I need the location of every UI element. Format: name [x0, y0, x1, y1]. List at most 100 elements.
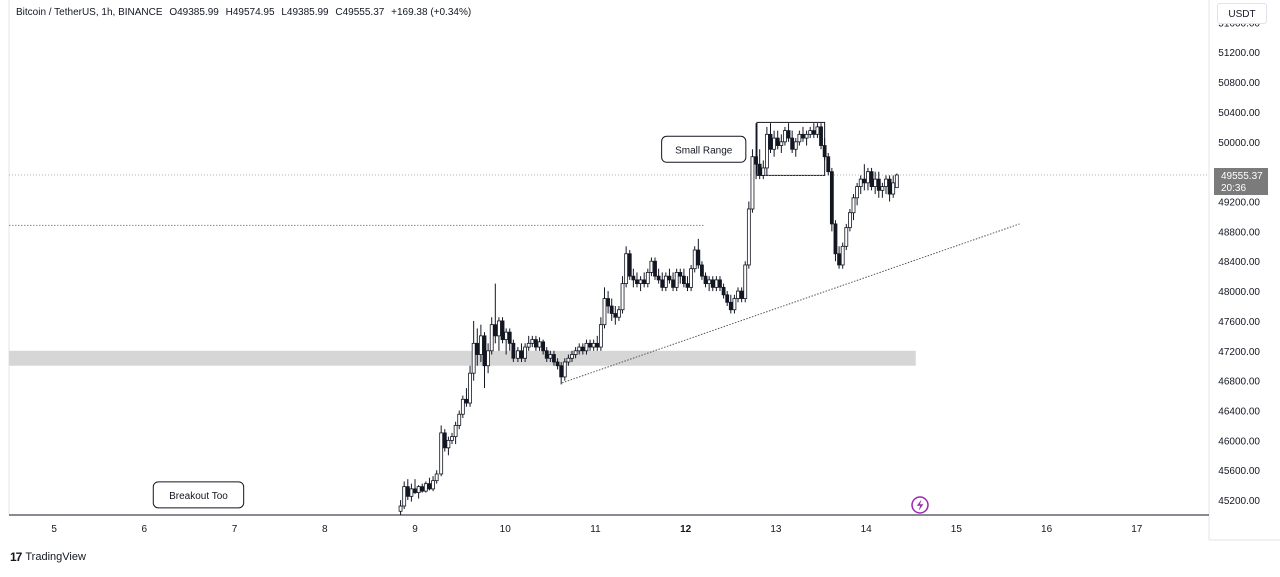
- candle-body: [829, 171, 834, 225]
- symbol-title[interactable]: Bitcoin / TetherUS, 1h, BINANCE: [16, 7, 163, 18]
- candle-up: [855, 182, 860, 206]
- candle-body: [880, 186, 885, 191]
- candle-down: [427, 477, 432, 491]
- candle-body: [793, 141, 798, 150]
- candle-body: [552, 354, 556, 363]
- tradingview-logo-icon: 17: [10, 550, 22, 564]
- candle-body: [500, 320, 505, 341]
- candle-up: [692, 246, 697, 273]
- candle-up: [584, 339, 589, 355]
- candle-up: [566, 354, 571, 366]
- candle-down: [833, 220, 838, 262]
- candle-down: [519, 343, 524, 362]
- candle-up: [523, 343, 527, 362]
- candle-body: [718, 279, 722, 288]
- candle-up: [439, 425, 444, 477]
- candle-up: [880, 182, 885, 198]
- candle-down: [725, 291, 730, 307]
- candle-down: [887, 175, 892, 202]
- candle-body: [555, 361, 560, 367]
- y-tick-label: 45600.00: [1218, 466, 1260, 477]
- candle-up: [649, 257, 654, 277]
- candle-up: [620, 276, 625, 314]
- candle-down: [653, 257, 657, 280]
- candle-body: [405, 486, 410, 497]
- callout-label[interactable]: Small Range: [661, 135, 747, 163]
- candle-body: [526, 342, 531, 348]
- candle-up: [453, 421, 458, 445]
- candle-body: [739, 290, 744, 299]
- tradingview-footer[interactable]: 17 TradingView: [10, 550, 86, 564]
- candle-up: [478, 324, 483, 362]
- candle-body: [674, 272, 679, 288]
- candle-up: [866, 167, 870, 191]
- candle-up: [624, 246, 629, 288]
- candle-down: [710, 276, 715, 292]
- callout-label[interactable]: Breakout Too: [152, 481, 245, 509]
- candle-body: [442, 432, 447, 449]
- candle-body: [764, 133, 769, 169]
- candle-down: [588, 339, 592, 351]
- candle-down: [544, 347, 549, 362]
- candle-up: [504, 328, 509, 355]
- candle-body: [566, 357, 571, 363]
- candle-down: [627, 250, 632, 280]
- candle-up: [416, 485, 421, 499]
- candle-down: [681, 268, 686, 288]
- x-tick-label: 5: [51, 524, 57, 535]
- candle-up: [840, 242, 845, 269]
- current-price-layer: 49555.37 20:36: [1214, 167, 1268, 195]
- candle-body: [783, 130, 787, 143]
- candle-body: [808, 130, 813, 135]
- time-axis[interactable]: 5 6 7 8 9 10 11 12 13 14 15 16 17: [51, 524, 1142, 535]
- annotation-layer[interactable]: Small Range Breakout Too: [152, 135, 747, 509]
- candle-up: [471, 320, 476, 381]
- callout-text: Small Range: [675, 145, 733, 156]
- candle-body: [797, 133, 802, 143]
- candle-up: [515, 347, 520, 362]
- candle-body: [478, 335, 483, 355]
- candle-body: [475, 342, 480, 355]
- candle-body: [507, 331, 512, 344]
- candle-body: [869, 171, 874, 187]
- candle-up: [486, 343, 490, 374]
- candle-up: [602, 287, 607, 329]
- candle-body: [511, 342, 516, 359]
- candle-body: [678, 272, 683, 277]
- candle-body: [519, 350, 524, 359]
- candle-down: [464, 388, 469, 407]
- candle-body: [559, 365, 564, 378]
- candle-up: [772, 130, 777, 157]
- candle-body: [544, 350, 549, 359]
- candle-body: [714, 279, 719, 288]
- candle-down: [631, 268, 636, 288]
- candle-body: [541, 341, 546, 352]
- candle-body: [595, 342, 600, 348]
- lightning-icon[interactable]: [911, 496, 929, 514]
- candle-up: [446, 436, 451, 456]
- candle-body: [736, 290, 740, 299]
- candle-up: [645, 268, 650, 288]
- candle-body: [402, 486, 407, 507]
- candle-body: [873, 178, 878, 187]
- candle-body: [413, 488, 417, 494]
- candle-body: [819, 126, 823, 146]
- candle-body: [645, 272, 650, 285]
- candle-body: [775, 137, 780, 146]
- candle-up: [783, 126, 787, 146]
- support-zone: [9, 350, 916, 366]
- candle-down: [754, 123, 758, 180]
- candle-up: [750, 149, 755, 213]
- candle-body: [493, 324, 498, 337]
- currency-button[interactable]: USDT: [1217, 3, 1267, 24]
- candle-down: [819, 123, 823, 150]
- candle-body: [471, 342, 476, 374]
- candle-body: [439, 432, 444, 475]
- candle-down: [493, 283, 498, 344]
- y-tick-label: 49200.00: [1218, 198, 1260, 209]
- candle-up: [468, 365, 472, 407]
- candle-down: [541, 339, 546, 355]
- candle-up: [793, 138, 798, 157]
